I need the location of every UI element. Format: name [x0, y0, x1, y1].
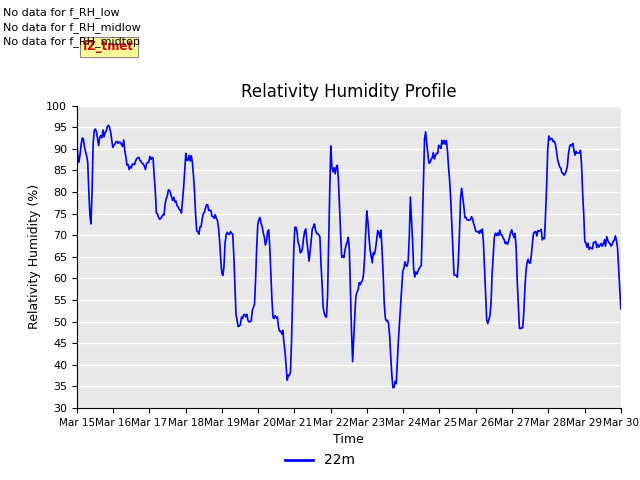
Legend: 22m: 22m — [280, 448, 360, 473]
Text: No data for f_RH_low: No data for f_RH_low — [3, 7, 120, 18]
Text: No data for f_RH_midlow: No data for f_RH_midlow — [3, 22, 141, 33]
Text: No data for f_RH_midtop: No data for f_RH_midtop — [3, 36, 140, 47]
X-axis label: Time: Time — [333, 433, 364, 446]
Title: Relativity Humidity Profile: Relativity Humidity Profile — [241, 83, 456, 101]
Y-axis label: Relativity Humidity (%): Relativity Humidity (%) — [28, 184, 40, 329]
Text: fZ_tmet: fZ_tmet — [83, 40, 134, 53]
